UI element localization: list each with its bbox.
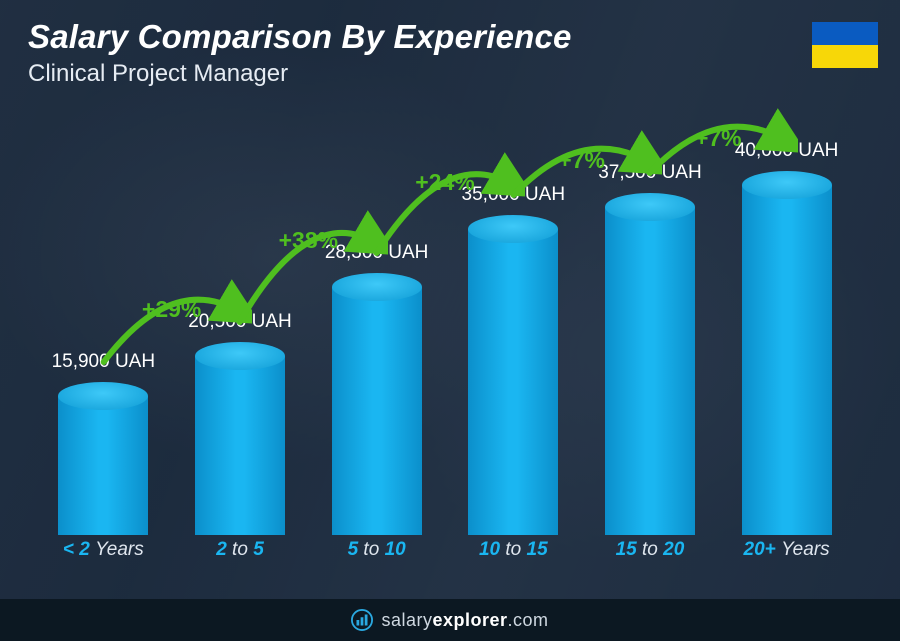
bar-value-label: 35,000 UAH bbox=[462, 184, 566, 206]
bars-container: 15,900 UAH 20,500 UAH 28,300 UAH 35,000 UAH… bbox=[35, 99, 855, 535]
bar-column: 20,500 UAH bbox=[187, 356, 292, 535]
x-axis-tick-label: 5 to 10 bbox=[324, 539, 429, 569]
bar: 28,300 UAH bbox=[332, 287, 422, 535]
brand-bold: explorer bbox=[432, 610, 507, 630]
bar-value-label: 20,500 UAH bbox=[188, 311, 292, 333]
page-title: Salary Comparison By Experience bbox=[28, 18, 572, 56]
bar-body bbox=[742, 185, 832, 535]
x-axis-labels: < 2 Years 2 to 5 5 to 10 10 to 15 15 to 20 20… bbox=[35, 539, 855, 569]
infographic-canvas: Salary Comparison By Experience Clinical… bbox=[0, 0, 900, 641]
bar-body bbox=[58, 396, 148, 535]
bar-body bbox=[195, 356, 285, 535]
bar-body bbox=[468, 229, 558, 535]
salary-bar-chart: 15,900 UAH 20,500 UAH 28,300 UAH 35,000 UAH… bbox=[35, 99, 855, 569]
x-axis-tick-label: 2 to 5 bbox=[187, 539, 292, 569]
bar: 40,000 UAH bbox=[742, 185, 832, 535]
footer-bar: salaryexplorer.com bbox=[0, 599, 900, 641]
page-subtitle: Clinical Project Manager bbox=[28, 60, 288, 88]
flag-ukraine bbox=[812, 22, 878, 68]
bar-body bbox=[332, 287, 422, 535]
bar-top-cap bbox=[468, 215, 558, 243]
bar: 37,500 UAH bbox=[605, 207, 695, 535]
brand-text: salaryexplorer.com bbox=[381, 610, 548, 631]
bar: 15,900 UAH bbox=[58, 396, 148, 535]
flag-bottom-stripe bbox=[812, 45, 878, 68]
bar-column: 28,300 UAH bbox=[324, 287, 429, 535]
bar: 35,000 UAH bbox=[468, 229, 558, 535]
brand-prefix: salary bbox=[381, 610, 432, 630]
x-axis-tick-label: 15 to 20 bbox=[597, 539, 702, 569]
bar-column: 35,000 UAH bbox=[461, 229, 566, 535]
flag-top-stripe bbox=[812, 22, 878, 45]
brand-logo-icon bbox=[351, 609, 373, 631]
bar-value-label: 15,900 UAH bbox=[52, 351, 156, 373]
bar-column: 40,000 UAH bbox=[734, 185, 839, 535]
bar-value-label: 37,500 UAH bbox=[598, 162, 702, 184]
bar-column: 15,900 UAH bbox=[51, 396, 156, 535]
x-axis-tick-label: 20+ Years bbox=[734, 539, 839, 569]
bar: 20,500 UAH bbox=[195, 356, 285, 535]
bar-top-cap bbox=[332, 273, 422, 301]
bar-value-label: 40,000 UAH bbox=[735, 140, 839, 162]
bar-body bbox=[605, 207, 695, 535]
bar-top-cap bbox=[195, 342, 285, 370]
x-axis-tick-label: 10 to 15 bbox=[461, 539, 566, 569]
bar-top-cap bbox=[605, 193, 695, 221]
bar-top-cap bbox=[742, 171, 832, 199]
brand-suffix: .com bbox=[508, 610, 549, 630]
bar-column: 37,500 UAH bbox=[597, 207, 702, 535]
bar-value-label: 28,300 UAH bbox=[325, 242, 429, 264]
x-axis-tick-label: < 2 Years bbox=[51, 539, 156, 569]
bar-top-cap bbox=[58, 382, 148, 410]
